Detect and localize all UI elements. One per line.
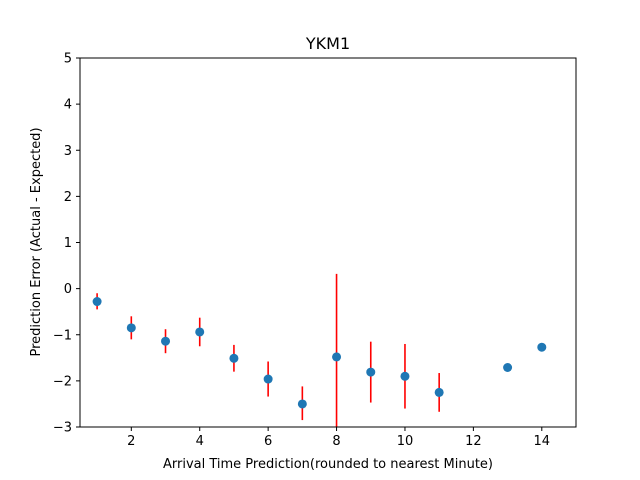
x-tick-label: 8 bbox=[332, 434, 340, 449]
data-point bbox=[161, 336, 171, 346]
data-point bbox=[92, 297, 102, 307]
y-axis-label: Prediction Error (Actual - Expected) bbox=[29, 127, 44, 356]
chart-title: YKM1 bbox=[305, 34, 350, 53]
y-tick-label: 3 bbox=[64, 144, 72, 159]
x-axis: 2 4 6 8 10 12 14 bbox=[127, 427, 550, 449]
data-point bbox=[332, 352, 342, 362]
x-tick-label: 14 bbox=[534, 434, 551, 449]
x-tick-label: 6 bbox=[264, 434, 272, 449]
y-tick-label: −1 bbox=[53, 328, 72, 343]
data-point bbox=[366, 367, 376, 377]
y-tick-label: 1 bbox=[64, 236, 72, 251]
x-tick-label: 10 bbox=[397, 434, 414, 449]
y-axis: −3 −2 −1 0 1 2 3 4 5 bbox=[53, 52, 80, 436]
data-point bbox=[434, 387, 444, 397]
y-tick-label: 0 bbox=[64, 282, 72, 297]
data-point bbox=[195, 327, 205, 337]
data-point bbox=[229, 353, 239, 363]
y-tick-label: 4 bbox=[64, 98, 72, 113]
data-point bbox=[126, 323, 136, 333]
data-point bbox=[400, 371, 410, 381]
x-tick-label: 4 bbox=[196, 434, 204, 449]
data-point bbox=[537, 342, 547, 352]
y-tick-label: 2 bbox=[64, 190, 72, 205]
data-point bbox=[503, 362, 513, 372]
y-tick-label: −2 bbox=[53, 374, 72, 389]
x-tick-label: 12 bbox=[465, 434, 482, 449]
points bbox=[92, 297, 547, 409]
x-tick-label: 2 bbox=[127, 434, 135, 449]
x-axis-label: Arrival Time Prediction(rounded to neare… bbox=[163, 457, 493, 472]
y-tick-label: 5 bbox=[64, 52, 72, 67]
data-point bbox=[297, 399, 307, 409]
y-tick-label: −3 bbox=[53, 421, 72, 436]
data-point bbox=[263, 374, 273, 384]
